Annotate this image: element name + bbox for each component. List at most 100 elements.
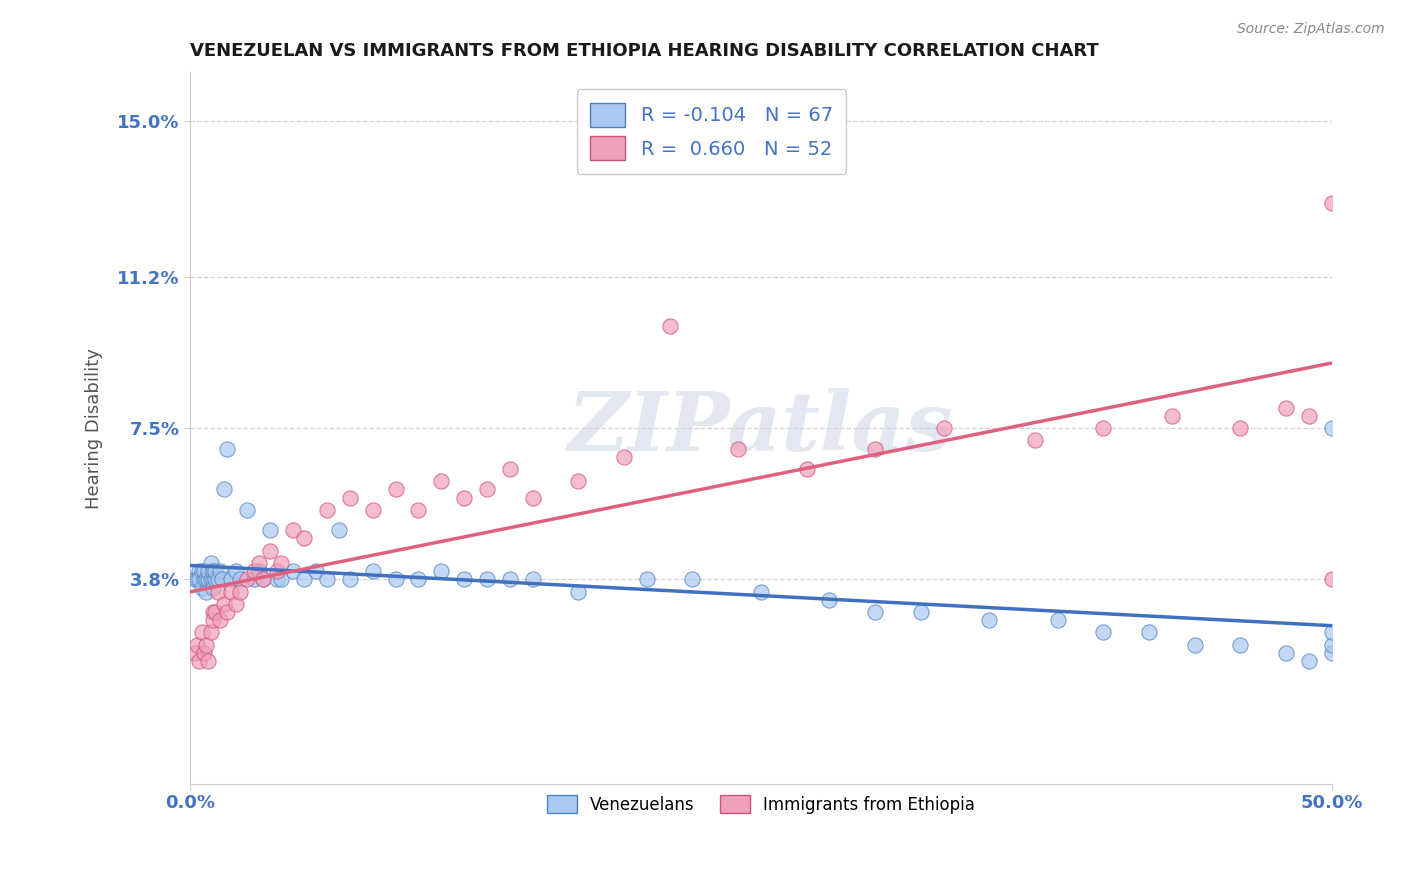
- Point: [190, 581, 212, 595]
- Point: [316, 503, 339, 517]
- Point: [430, 474, 453, 488]
- Point: [328, 523, 350, 537]
- Point: [200, 572, 222, 586]
- Point: [339, 491, 361, 505]
- Point: [183, 646, 205, 660]
- Point: [1320, 646, 1343, 660]
- Point: [1320, 421, 1343, 435]
- Point: [201, 613, 224, 627]
- Y-axis label: Hearing Disability: Hearing Disability: [86, 348, 103, 508]
- Point: [201, 581, 224, 595]
- Point: [252, 572, 274, 586]
- Point: [204, 572, 226, 586]
- Point: [201, 605, 224, 619]
- Point: [1320, 638, 1343, 652]
- Point: [214, 483, 236, 497]
- Point: [186, 572, 208, 586]
- Point: [201, 564, 224, 578]
- Point: [1046, 613, 1069, 627]
- Point: [247, 564, 270, 578]
- Point: [681, 572, 703, 586]
- Point: [252, 572, 274, 586]
- Point: [190, 564, 212, 578]
- Point: [188, 654, 211, 668]
- Point: [567, 584, 589, 599]
- Point: [1024, 434, 1046, 448]
- Point: [225, 564, 247, 578]
- Point: [193, 572, 215, 586]
- Point: [1275, 646, 1298, 660]
- Point: [430, 564, 453, 578]
- Point: [658, 318, 681, 333]
- Point: [219, 584, 242, 599]
- Point: [453, 491, 475, 505]
- Point: [910, 605, 932, 619]
- Point: [522, 572, 544, 586]
- Point: [384, 572, 406, 586]
- Point: [292, 532, 315, 546]
- Point: [727, 442, 749, 456]
- Point: [1275, 401, 1298, 415]
- Point: [211, 572, 233, 586]
- Point: [243, 572, 266, 586]
- Point: [204, 605, 226, 619]
- Point: [195, 638, 218, 652]
- Point: [749, 584, 772, 599]
- Point: [305, 564, 328, 578]
- Point: [1092, 625, 1115, 640]
- Point: [1229, 421, 1251, 435]
- Point: [200, 556, 222, 570]
- Point: [201, 572, 224, 586]
- Point: [281, 523, 304, 537]
- Point: [863, 605, 886, 619]
- Point: [1320, 625, 1343, 640]
- Point: [408, 572, 430, 586]
- Point: [932, 421, 955, 435]
- Point: [567, 474, 589, 488]
- Point: [1160, 409, 1182, 423]
- Point: [1298, 654, 1320, 668]
- Point: [197, 654, 219, 668]
- Point: [863, 442, 886, 456]
- Point: [636, 572, 658, 586]
- Point: [475, 572, 498, 586]
- Point: [1184, 638, 1206, 652]
- Text: Source: ZipAtlas.com: Source: ZipAtlas.com: [1237, 22, 1385, 37]
- Point: [266, 564, 288, 578]
- Point: [384, 483, 406, 497]
- Text: ZIPatlas: ZIPatlas: [568, 388, 953, 468]
- Point: [197, 564, 219, 578]
- Point: [247, 556, 270, 570]
- Point: [207, 572, 229, 586]
- Point: [219, 572, 242, 586]
- Point: [270, 572, 292, 586]
- Point: [281, 564, 304, 578]
- Point: [475, 483, 498, 497]
- Point: [236, 572, 259, 586]
- Point: [195, 584, 218, 599]
- Point: [1137, 625, 1160, 640]
- Point: [818, 592, 841, 607]
- Point: [979, 613, 1001, 627]
- Point: [236, 503, 259, 517]
- Point: [188, 564, 211, 578]
- Point: [361, 503, 384, 517]
- Point: [316, 572, 339, 586]
- Point: [193, 646, 215, 660]
- Point: [208, 613, 231, 627]
- Point: [339, 572, 361, 586]
- Point: [408, 503, 430, 517]
- Point: [292, 572, 315, 586]
- Point: [190, 625, 212, 640]
- Point: [229, 572, 252, 586]
- Text: VENEZUELAN VS IMMIGRANTS FROM ETHIOPIA HEARING DISABILITY CORRELATION CHART: VENEZUELAN VS IMMIGRANTS FROM ETHIOPIA H…: [190, 42, 1099, 60]
- Point: [796, 462, 818, 476]
- Point: [1320, 572, 1343, 586]
- Point: [1229, 638, 1251, 652]
- Point: [453, 572, 475, 586]
- Point: [214, 597, 236, 611]
- Point: [208, 564, 231, 578]
- Point: [613, 450, 636, 464]
- Legend: Venezuelans, Immigrants from Ethiopia: Venezuelans, Immigrants from Ethiopia: [536, 783, 987, 825]
- Point: [200, 625, 222, 640]
